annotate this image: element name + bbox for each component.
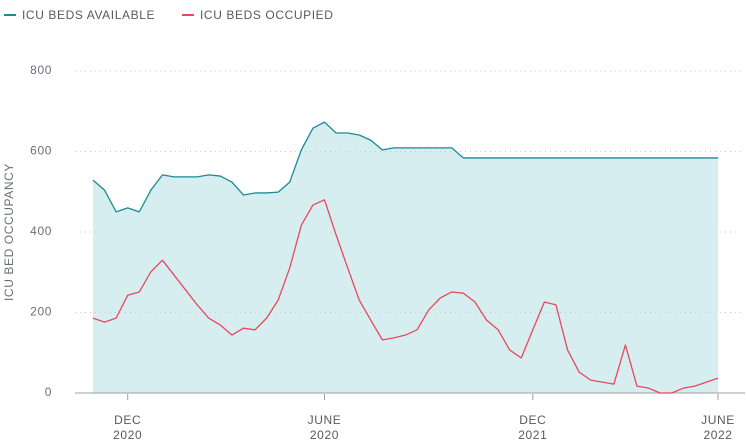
y-tick-label: 400 [30,224,52,238]
line [92,199,719,394]
line [92,121,718,213]
y-tick-label: 600 [30,144,52,158]
y-tick-label: 0 [45,385,52,399]
legend-label: ICU BEDS AVAILABLE [22,8,156,22]
x-tick-label: JUNE 2022 [701,413,735,442]
area [93,122,718,394]
y-axis-title: ICU BED OCCUPANCY [2,163,16,301]
x-tick-label: JUNE 2020 [307,413,342,442]
legend-item: ICU BEDS OCCUPIED [182,8,334,22]
legend-swatch [182,14,194,16]
y-tick-label: 800 [30,63,52,77]
legend-swatch [4,14,16,16]
legend-item: ICU BEDS AVAILABLE [4,8,155,22]
y-tick-label: 200 [30,305,52,319]
legend-label: ICU BEDS OCCUPIED [200,8,334,22]
x-tick-label: DEC 2021 [518,413,548,442]
x-tick-label: DEC 2020 [113,413,143,442]
